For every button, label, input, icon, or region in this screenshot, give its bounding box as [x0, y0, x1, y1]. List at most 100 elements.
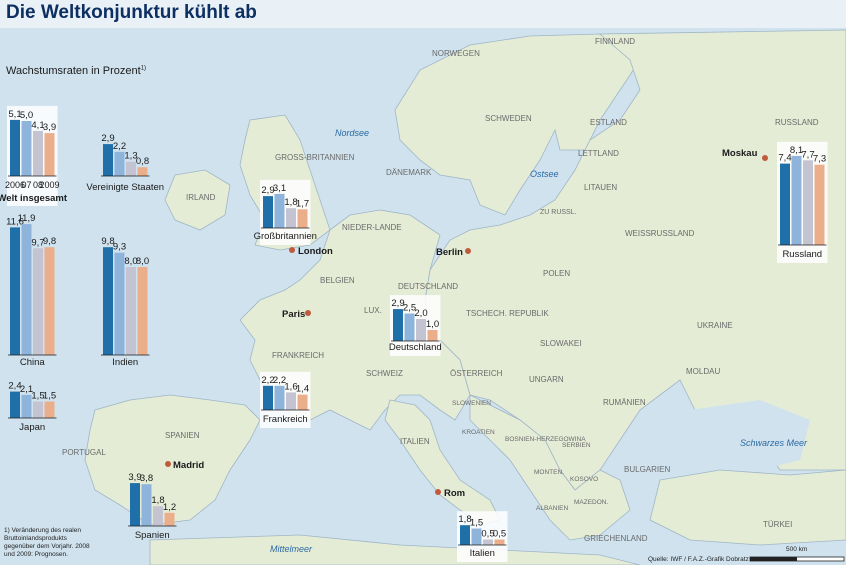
country-label-montenegro: MONTEN. — [534, 469, 564, 476]
bar-2009 — [297, 394, 308, 410]
country-label-bulgarien: BULGARIEN — [624, 465, 670, 474]
value-label: 8,0 — [124, 256, 137, 267]
value-label: 2,2 — [113, 141, 126, 152]
bar-07 — [141, 484, 152, 526]
country-label-mazedonien: MAZEDON. — [574, 499, 609, 506]
bar-07 — [471, 528, 482, 545]
value-label: 9,3 — [113, 242, 126, 253]
value-label: 1,8 — [284, 197, 297, 208]
city-marker-moskau — [762, 155, 768, 161]
value-label: 1,5 — [31, 391, 44, 402]
bar-2009 — [814, 164, 825, 245]
value-label: 1,5 — [43, 391, 56, 402]
category-label: 07 — [21, 180, 31, 190]
value-label: 1,8 — [458, 514, 471, 525]
value-label: 1,3 — [124, 151, 137, 162]
sea-label-nordsee: Nordsee — [335, 128, 369, 138]
country-label-albanien: ALBANIEN — [536, 505, 568, 512]
country-label-lux: LUX. — [364, 306, 382, 315]
value-label: 1,6 — [284, 381, 297, 392]
chart-name: Indien — [112, 357, 138, 368]
value-label: 1,7 — [296, 198, 309, 209]
value-label: 0,5 — [493, 529, 506, 540]
country-label-tuerkei: TÜRKEI — [763, 520, 792, 529]
chart-name: Japan — [19, 422, 45, 433]
country-label-irland: IRLAND — [186, 193, 216, 202]
bar-08 — [33, 248, 43, 355]
bar-2006 — [103, 144, 113, 176]
bar-2006 — [263, 196, 273, 228]
bar-2006 — [263, 385, 273, 410]
chart-vereinigte-staaten: 2,92,21,30,8 Vereinigte Staaten — [86, 133, 164, 193]
chart-name: Italien — [470, 548, 495, 559]
bar-2006 — [130, 483, 140, 526]
bar-2006 — [10, 119, 20, 176]
bar-07 — [274, 193, 285, 228]
bar-2009 — [44, 401, 55, 418]
value-label: 1,5 — [470, 518, 483, 529]
value-label: 8,1 — [790, 145, 803, 156]
country-label-grossbritannien: GROSS-BRITANNIEN — [275, 153, 355, 162]
country-label-griechenland: GRIECHENLAND — [584, 534, 648, 543]
value-label: 5,0 — [20, 110, 33, 121]
city-marker-madrid — [165, 461, 171, 467]
country-label-slowenien: SLOWENIEN — [452, 400, 491, 407]
chart-spanien: 3,93,8 1,81,2 Spanien — [128, 472, 177, 541]
bar-2009 — [137, 267, 148, 355]
value-label: 1,8 — [151, 495, 164, 506]
city-marker-paris — [305, 310, 311, 316]
value-label: 9,8 — [101, 236, 114, 247]
scale-bar — [749, 556, 845, 562]
value-label: 1,4 — [296, 384, 309, 395]
category-label: 08 — [33, 180, 43, 190]
bar-2009 — [137, 167, 148, 176]
bar-08 — [803, 160, 813, 245]
bar-07 — [274, 385, 285, 410]
country-label-frankreich: FRANKREICH — [272, 351, 324, 360]
subtitle-footnote-mark: 1) — [140, 65, 147, 72]
bar-2009 — [494, 539, 505, 545]
value-label: 2,2 — [261, 375, 274, 386]
value-label: 2,5 — [403, 303, 416, 314]
chart-großbritannien: 2,93,1 1,81,7 Großbritannien — [254, 179, 317, 245]
country-label-polen: POLEN — [543, 269, 570, 278]
city-label-berlin: Berlin — [436, 247, 463, 258]
country-label-moldau: MOLDAU — [686, 367, 720, 376]
country-label-tschechien: TSCHECH. REPUBLIK — [466, 309, 549, 318]
country-label-oesterreich: ÖSTERREICH — [450, 369, 503, 378]
sea-label-ostsee: Ostsee — [530, 169, 559, 179]
city-marker-rom — [435, 489, 441, 495]
value-label: 3,9 — [128, 472, 141, 483]
value-label: 1,2 — [163, 502, 176, 513]
value-label: 9,7 — [31, 237, 44, 248]
value-label: 2,2 — [273, 375, 286, 386]
country-label-finnland: FINNLAND — [595, 37, 635, 46]
title-bar: Die Weltkonjunktur kühlt ab — [0, 0, 846, 28]
bar-08 — [153, 506, 163, 526]
chart-name: China — [20, 357, 46, 368]
bar-07 — [404, 313, 415, 341]
page-title: Die Weltkonjunktur kühlt ab — [6, 2, 257, 23]
bar-08 — [286, 208, 296, 228]
chart-name: Deutschland — [389, 342, 442, 353]
country-label-weissrussland: WEISSRUSSLAND — [625, 229, 695, 238]
value-label: 0,5 — [481, 529, 494, 540]
country-label-kosovo: KOSOVO — [570, 476, 598, 483]
bar-08 — [126, 267, 136, 355]
subtitle-text: Wachstumsraten in Prozent — [6, 65, 141, 77]
bar-08 — [286, 392, 296, 410]
value-label: 9,8 — [43, 236, 56, 247]
value-label: 1,0 — [426, 319, 439, 330]
bar-07 — [791, 155, 802, 245]
city-label-london: London — [298, 246, 333, 257]
country-label-zu-russl: ZU RUSSL. — [540, 209, 577, 216]
city-label-madrid: Madrid — [173, 460, 204, 471]
chart-name: Welt insgesamt — [0, 193, 68, 204]
scale-label: 500 km — [786, 546, 808, 553]
country-label-estland: ESTLAND — [590, 118, 627, 127]
chart-deutschland: 2,92,52,01,0 Deutschland — [389, 295, 442, 356]
